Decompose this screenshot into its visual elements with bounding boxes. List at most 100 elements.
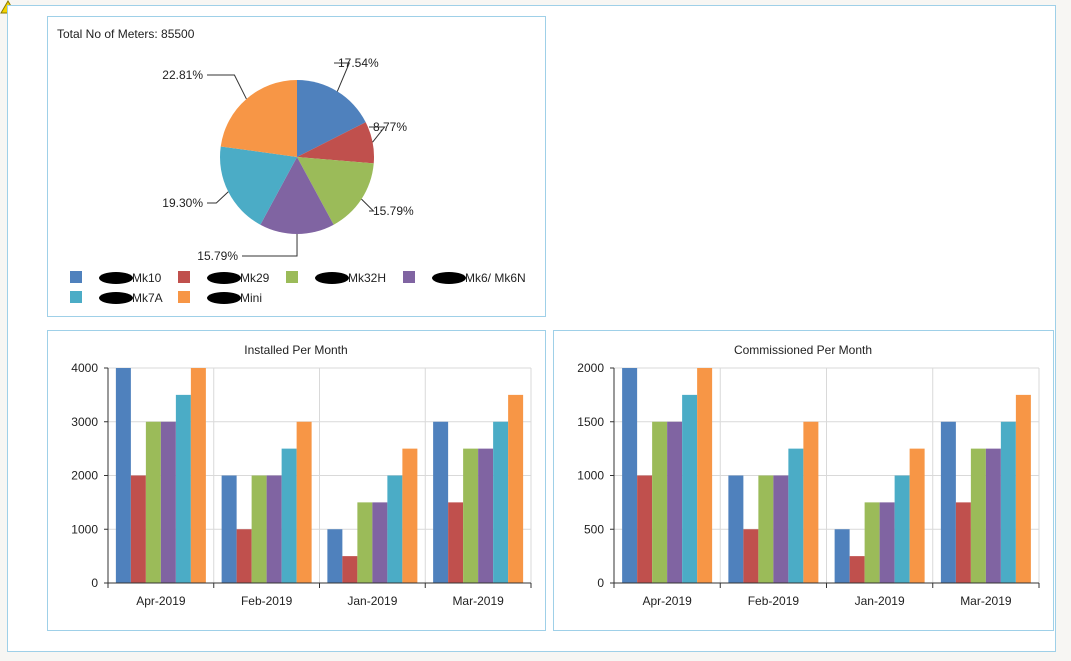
x-tick-label: Mar-2019 [452,594,504,608]
bar [296,421,312,583]
pie-leader-line [334,62,351,92]
bar [849,556,865,583]
x-tick-label: Feb-2019 [241,594,293,608]
bar [115,368,131,583]
bar [448,502,464,583]
bar [758,475,774,583]
bar [508,394,524,583]
pie-leader-line [242,234,298,257]
pie-slice [297,80,366,157]
pie-data-label: 15.79% [197,249,238,263]
bar [879,502,895,583]
commissioned-chart-title: Commissioned Per Month [734,343,872,357]
y-tick-label: 2000 [71,469,98,483]
pie-chart-panel: Total No of Meters: 85500 17.54% 8.77% 15.… [47,16,546,317]
redacted-mark [99,272,133,284]
legend-swatch [178,271,190,283]
bar [803,421,819,583]
bar [743,529,759,583]
legend-label: Mk6/ Mk6N [465,271,526,285]
pie-chart: Total No of Meters: 85500 17.54% 8.77% 15.… [57,27,526,305]
legend-label: Mk7A [132,291,163,305]
legend-label: Mk29 [240,271,270,285]
bar [145,421,161,583]
y-tick-label: 4000 [71,361,98,375]
commissioned-chart-panel: Commissioned Per Month 0 500 1000 1500 2000 A… [553,330,1054,631]
bar [433,421,449,583]
bar [894,475,910,583]
installed-chart-title: Installed Per Month [244,343,347,357]
pie-data-label: 8.77% [373,120,407,134]
bar [478,448,494,583]
installed-bar-chart: Installed Per Month 0 1000 2000 3000 4000 Apr… [71,343,532,608]
pie-leader-line [369,126,386,143]
y-tick-label: 1500 [577,415,604,429]
bar [622,368,638,583]
legend-swatch [403,271,415,283]
legend-label: Mini [240,291,262,305]
bar [773,475,789,583]
bar [266,475,282,583]
pie-slice [220,80,297,157]
bar [788,448,804,583]
legend-label: Mk10 [132,271,162,285]
bar [682,394,698,583]
pie-leader-line [361,198,375,212]
y-tick-label: 0 [91,576,98,590]
y-tick-label: 3000 [71,415,98,429]
bar [342,556,358,583]
bar [463,448,479,583]
bar [1000,421,1016,583]
commissioned-bar-chart: Commissioned Per Month 0 500 1000 1500 2000 A… [577,343,1040,608]
bar [130,475,146,583]
redacted-mark [432,272,466,284]
pie-slice [297,122,374,164]
legend-label: Mk32H [348,271,386,285]
installed-chart-panel: Installed Per Month 0 1000 2000 3000 4000 Apr… [47,330,546,631]
bar [985,448,1001,583]
redacted-mark [99,292,133,304]
legend-swatch [70,271,82,283]
bar [327,529,343,583]
pie-data-label: 22.81% [162,68,203,82]
pie-data-label: 15.79% [373,204,414,218]
legend-swatch [70,291,82,303]
bar [864,502,880,583]
bar [372,502,388,583]
bar [667,421,683,583]
redacted-mark [207,272,241,284]
bar [909,448,925,583]
bar [281,448,297,583]
x-tick-label: Apr-2019 [136,594,186,608]
bar [637,475,653,583]
bar [190,368,206,583]
pie-slice [219,146,297,225]
bar [236,529,252,583]
pie-chart-title: Total No of Meters: 85500 [57,27,195,41]
bar [955,502,971,583]
pie-slice [260,157,334,234]
y-tick-label: 2000 [577,361,604,375]
bar [221,475,237,583]
y-tick-label: 500 [584,522,604,536]
bar [652,421,668,583]
x-tick-label: Apr-2019 [642,594,692,608]
pie-slice [297,157,374,225]
bar [493,421,509,583]
pie-leader-line [207,74,247,100]
pie-leader-line [207,191,229,204]
bar [402,448,418,583]
redacted-mark [207,292,241,304]
bar [251,475,267,583]
x-tick-label: Jan-2019 [855,594,905,608]
bar [970,448,986,583]
pie-data-label: 17.54% [338,56,379,70]
y-tick-label: 0 [597,576,604,590]
y-tick-label: 1000 [577,469,604,483]
x-tick-label: Feb-2019 [748,594,800,608]
bar [834,529,850,583]
legend-swatch [178,291,190,303]
x-tick-label: Jan-2019 [347,594,397,608]
bar [697,368,713,583]
y-tick-label: 1000 [71,522,98,536]
